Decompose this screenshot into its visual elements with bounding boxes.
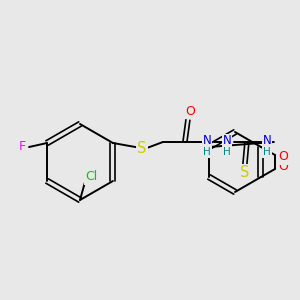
Text: H: H <box>223 147 231 157</box>
Text: O: O <box>278 151 288 164</box>
Text: Cl: Cl <box>85 170 97 184</box>
Text: N: N <box>262 134 271 148</box>
Text: S: S <box>137 142 147 157</box>
Text: N: N <box>223 134 231 148</box>
Text: S: S <box>240 166 250 181</box>
Text: N: N <box>202 134 211 148</box>
Text: H: H <box>203 147 211 157</box>
Text: H: H <box>263 147 271 157</box>
Text: O: O <box>185 106 195 118</box>
Text: F: F <box>19 140 26 154</box>
Text: O: O <box>278 160 288 173</box>
